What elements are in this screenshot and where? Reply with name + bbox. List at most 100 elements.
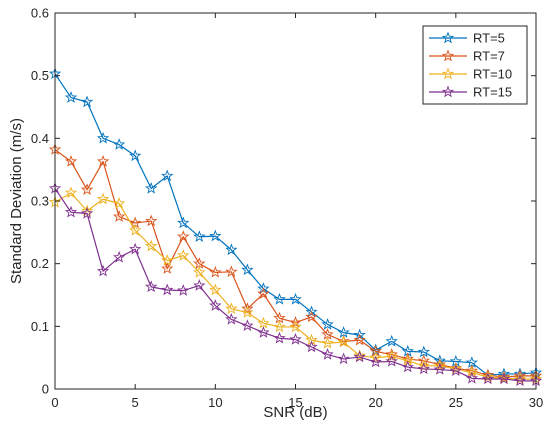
data-point-star [112, 210, 126, 222]
data-point-star [465, 366, 479, 378]
legend-item: RT=5 [429, 31, 505, 46]
legend-label: RT=7 [473, 49, 505, 64]
x-tick-label: 5 [132, 395, 139, 410]
legend: RT=5 RT=7 RT=10 RT=15 [422, 25, 528, 105]
y-tick-label: 0 [42, 382, 49, 397]
data-point-star [273, 320, 286, 333]
data-point-star [337, 334, 350, 347]
data-point-star [337, 326, 350, 338]
data-point-star [353, 328, 366, 341]
y-axis-label: Standard Deviation (m/s) [8, 118, 25, 284]
data-point-star [353, 349, 366, 362]
data-point-star [64, 205, 78, 218]
plot-area [48, 67, 543, 387]
data-point-star [177, 216, 190, 229]
data-point-star [385, 334, 398, 347]
data-point-star [289, 316, 302, 328]
data-point-star [337, 352, 350, 365]
data-point-star [225, 265, 238, 278]
data-point-star [433, 363, 446, 375]
data-point-star [241, 302, 254, 315]
series-3 [48, 186, 543, 385]
legend-star-icon [441, 67, 455, 80]
data-point-star [273, 292, 286, 305]
data-point-star [289, 320, 302, 333]
data-point-star [321, 317, 334, 330]
legend-star-icon [441, 49, 455, 62]
x-tick-label: 20 [368, 395, 382, 410]
series-4 [48, 181, 543, 387]
data-point-star [385, 349, 398, 362]
series-line [54, 73, 537, 376]
data-point-star [481, 372, 495, 385]
data-point-star [80, 183, 94, 195]
data-point-star [241, 319, 254, 331]
data-point-star [161, 169, 174, 182]
legend-item: RT=7 [429, 49, 505, 64]
y-tick-label: 0.2 [31, 256, 49, 271]
data-point-star [96, 192, 110, 205]
data-point-star [145, 214, 158, 227]
data-point-star [369, 351, 382, 363]
data-point-star [385, 354, 398, 367]
data-point-star [497, 367, 511, 380]
data-point-star [225, 243, 238, 256]
data-point-star [433, 354, 446, 367]
data-point-star [305, 340, 318, 353]
data-point-star [433, 359, 446, 372]
data-point-star [321, 328, 334, 340]
data-point-star [112, 197, 126, 209]
data-point-star [321, 336, 334, 349]
data-point-star [353, 350, 366, 363]
data-point-star [129, 223, 142, 236]
y-tick-label: 0.1 [31, 319, 49, 334]
axis-ticks: 0 5 10 15 20 25 30 0 0.1 0.2 0.3 0.4 0.5 0.6 [31, 6, 543, 411]
data-point-star [305, 305, 318, 318]
data-point-star [209, 229, 222, 242]
data-point-star [129, 149, 142, 162]
legend-label: RT=5 [473, 31, 505, 46]
data-point-star [64, 91, 78, 103]
legend-item: RT=10 [429, 67, 512, 82]
data-point-star [161, 254, 174, 266]
data-point-star [80, 95, 94, 108]
data-point-star [513, 369, 527, 382]
x-tick-label: 30 [529, 395, 543, 410]
legend-box [422, 25, 528, 105]
y-tick-label: 0.6 [31, 6, 49, 21]
legend-label: RT=10 [473, 67, 512, 82]
x-axis-label: SNR (dB) [263, 404, 327, 421]
y-tick-label: 0.3 [31, 194, 49, 209]
data-point-star [145, 181, 158, 194]
series-line [54, 192, 536, 380]
data-point-star [369, 355, 382, 368]
data-point-star [401, 360, 414, 373]
data-point-star [353, 333, 366, 346]
data-point-star [241, 263, 254, 276]
data-point-star [96, 155, 110, 167]
data-point-star [177, 284, 190, 296]
x-tick-label: 0 [51, 395, 58, 410]
legend-star-icon [441, 85, 455, 98]
data-point-star [497, 372, 511, 385]
data-point-star [225, 302, 238, 315]
x-tick-label: 15 [288, 395, 302, 410]
data-point-star [161, 262, 174, 274]
data-point-star [289, 292, 302, 305]
data-point-star [145, 280, 158, 293]
data-point-star [465, 371, 479, 384]
data-point-star [305, 310, 318, 323]
data-point-star [80, 207, 94, 219]
data-point-star [193, 230, 206, 242]
data-point-star [193, 265, 206, 278]
data-point-star [64, 186, 78, 199]
data-point-star [321, 348, 334, 360]
data-point-star [193, 279, 206, 291]
data-point-star [177, 249, 190, 261]
data-point-star [417, 345, 430, 358]
y-tick-label: 0.4 [31, 131, 49, 146]
data-point-star [449, 364, 462, 377]
data-point-star [225, 312, 238, 325]
data-point-star [273, 311, 286, 324]
